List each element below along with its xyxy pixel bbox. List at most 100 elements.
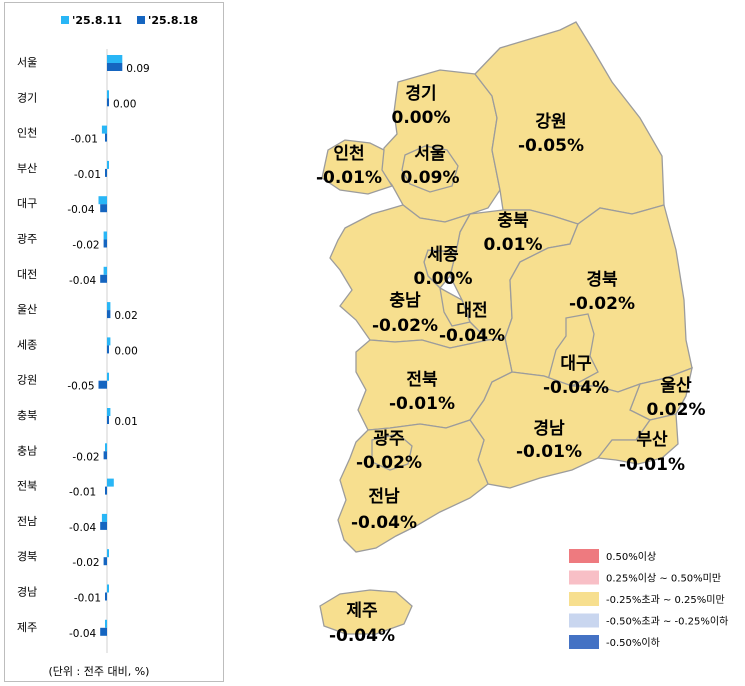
bar-series2 bbox=[103, 451, 107, 460]
province-labels: 경기 0.00% 강원 -0.05% 인천 -0.01% 서울 0.09% 충북… bbox=[316, 84, 706, 646]
map-value-gwangju: -0.02% bbox=[356, 453, 422, 473]
map-label-ulsan: 울산 bbox=[660, 376, 692, 396]
map-value-jeju: -0.04% bbox=[329, 626, 395, 646]
map-value-jeonbuk: -0.01% bbox=[389, 394, 455, 414]
bar-series2 bbox=[107, 416, 109, 424]
legend-swatch-1 bbox=[61, 16, 69, 24]
bar-series1 bbox=[107, 478, 114, 487]
map-legend-swatch bbox=[569, 635, 599, 649]
bar-category-label: 충북 bbox=[17, 409, 37, 422]
bar-series1 bbox=[98, 196, 107, 205]
bar-series2 bbox=[100, 521, 107, 530]
map-legend-label: 0.50%이상 bbox=[606, 551, 656, 563]
map-label-seoul: 서울 bbox=[414, 144, 446, 164]
bar-category-label: 대전 bbox=[17, 268, 37, 281]
map-label-chungbuk: 충북 bbox=[497, 211, 529, 231]
bar-category-label: 인천 bbox=[17, 126, 37, 140]
bar-category-label: 대구 bbox=[17, 197, 37, 210]
bar-value-label: 0.00 bbox=[113, 98, 136, 110]
bar-series2 bbox=[107, 63, 123, 71]
weekly-change-bar-chart: '25.8.11 '25.8.18 서울 0.09 경기 0.00 인천 -0.01 부산 -0… bbox=[4, 2, 224, 682]
map-legend-label: -0.50%이하 bbox=[606, 636, 660, 649]
bar-value-label: -0.04 bbox=[69, 275, 96, 287]
bar-value-label: -0.02 bbox=[72, 240, 99, 252]
map-value-gyeongbuk: -0.02% bbox=[569, 294, 635, 314]
unit-note: (단위 : 전주 대비, %) bbox=[49, 665, 150, 678]
bar-series2 bbox=[105, 486, 107, 495]
map-label-jeonnam: 전남 bbox=[368, 487, 400, 507]
map-value-daegu: -0.04% bbox=[543, 378, 609, 398]
region-daejeon-shape bbox=[439, 286, 471, 327]
bar-value-label: -0.01 bbox=[69, 487, 96, 499]
map-legend-swatch bbox=[569, 549, 599, 563]
legend-label-1: '25.8.11 bbox=[72, 14, 122, 27]
bar-value-label: -0.02 bbox=[72, 557, 99, 569]
region-gangwon-shape bbox=[474, 21, 665, 225]
bar-series2 bbox=[103, 557, 107, 566]
bar-category-label: 전북 bbox=[17, 480, 37, 493]
bar-series2 bbox=[107, 345, 109, 354]
bar-series2 bbox=[100, 274, 107, 283]
bar-category-label: 울산 bbox=[17, 303, 37, 316]
bar-category-label: 경남 bbox=[17, 586, 37, 599]
region-seoul-shape bbox=[401, 145, 459, 193]
bar-value-label: -0.04 bbox=[69, 522, 96, 534]
map-legend-swatch bbox=[569, 570, 599, 585]
map-value-gangwon: -0.05% bbox=[518, 136, 584, 156]
map-value-sejong: 0.00% bbox=[414, 269, 473, 289]
bar-series1 bbox=[105, 443, 107, 452]
map-label-gangwon: 강원 bbox=[535, 112, 566, 132]
bar-value-label: 0.02 bbox=[114, 310, 137, 322]
bar-category-label: 강원 bbox=[17, 374, 37, 387]
bar-category-label: 서울 bbox=[17, 56, 37, 69]
bar-series1 bbox=[107, 90, 109, 99]
bar-series2 bbox=[105, 592, 107, 601]
map-label-sejong: 세종 bbox=[427, 245, 459, 265]
bar-category-label: 부산 bbox=[17, 162, 37, 175]
map-label-daegu: 대구 bbox=[560, 354, 592, 374]
map-legend-swatch bbox=[569, 592, 599, 606]
bar-category-label: 경기 bbox=[17, 91, 37, 104]
bar-value-label: -0.05 bbox=[67, 381, 94, 393]
bar-series1 bbox=[107, 408, 111, 416]
map-color-legend: 0.50%이상 0.25%이상 ~ 0.50%미만 -0.25%초과 ~ 0.25%… bbox=[569, 549, 728, 649]
bar-value-label: -0.04 bbox=[69, 628, 96, 640]
map-label-busan: 부산 bbox=[636, 430, 668, 450]
map-value-ulsan: 0.02% bbox=[647, 400, 706, 420]
bar-series1 bbox=[103, 266, 107, 275]
map-label-gyeongbuk: 경북 bbox=[586, 270, 618, 290]
region-incheon-shape bbox=[321, 139, 393, 195]
bar-value-label: 0.01 bbox=[114, 416, 137, 428]
map-label-chungnam: 충남 bbox=[389, 291, 421, 311]
bar-series2 bbox=[105, 168, 107, 177]
bar-series2 bbox=[105, 133, 107, 142]
bar-category-label: 전남 bbox=[17, 515, 37, 528]
bar-series2 bbox=[100, 204, 107, 213]
bar-series1 bbox=[107, 302, 111, 311]
bar-chart-svg: '25.8.11 '25.8.18 서울 0.09 경기 0.00 인천 -0.01 부산 -0… bbox=[17, 14, 198, 678]
bar-series1 bbox=[101, 125, 107, 134]
map-value-incheon: -0.01% bbox=[316, 168, 382, 188]
bar-series1 bbox=[107, 337, 111, 346]
map-value-daejeon: -0.04% bbox=[439, 326, 505, 346]
province-shapes bbox=[319, 21, 693, 635]
legend-swatch-2 bbox=[137, 16, 145, 24]
bar-value-label: -0.01 bbox=[74, 593, 101, 605]
map-value-seoul: 0.09% bbox=[401, 168, 460, 188]
bar-rows: 서울 0.09 경기 0.00 인천 -0.01 부산 -0.01 대구 -0.04 광주 -0.02… bbox=[17, 55, 150, 640]
map-label-gyeongnam: 경남 bbox=[533, 419, 565, 439]
map-value-gyeongnam: -0.01% bbox=[516, 442, 582, 462]
bar-value-label: -0.01 bbox=[71, 134, 98, 146]
map-value-chungnam: -0.02% bbox=[372, 316, 438, 336]
bar-legend: '25.8.11 '25.8.18 bbox=[61, 14, 198, 27]
bar-value-label: 0.09 bbox=[126, 63, 149, 75]
bar-value-label: 0.00 bbox=[114, 345, 137, 357]
map-legend-label: -0.50%초과 ~ -0.25%이하 bbox=[606, 615, 728, 628]
bar-series2 bbox=[107, 98, 109, 107]
bar-series1 bbox=[103, 231, 107, 240]
bar-value-label: -0.01 bbox=[74, 169, 101, 181]
bar-category-label: 세종 bbox=[17, 338, 37, 351]
bar-series2 bbox=[107, 310, 111, 319]
region-gwangju-shape bbox=[371, 433, 413, 471]
legend-label-2: '25.8.18 bbox=[148, 14, 198, 27]
